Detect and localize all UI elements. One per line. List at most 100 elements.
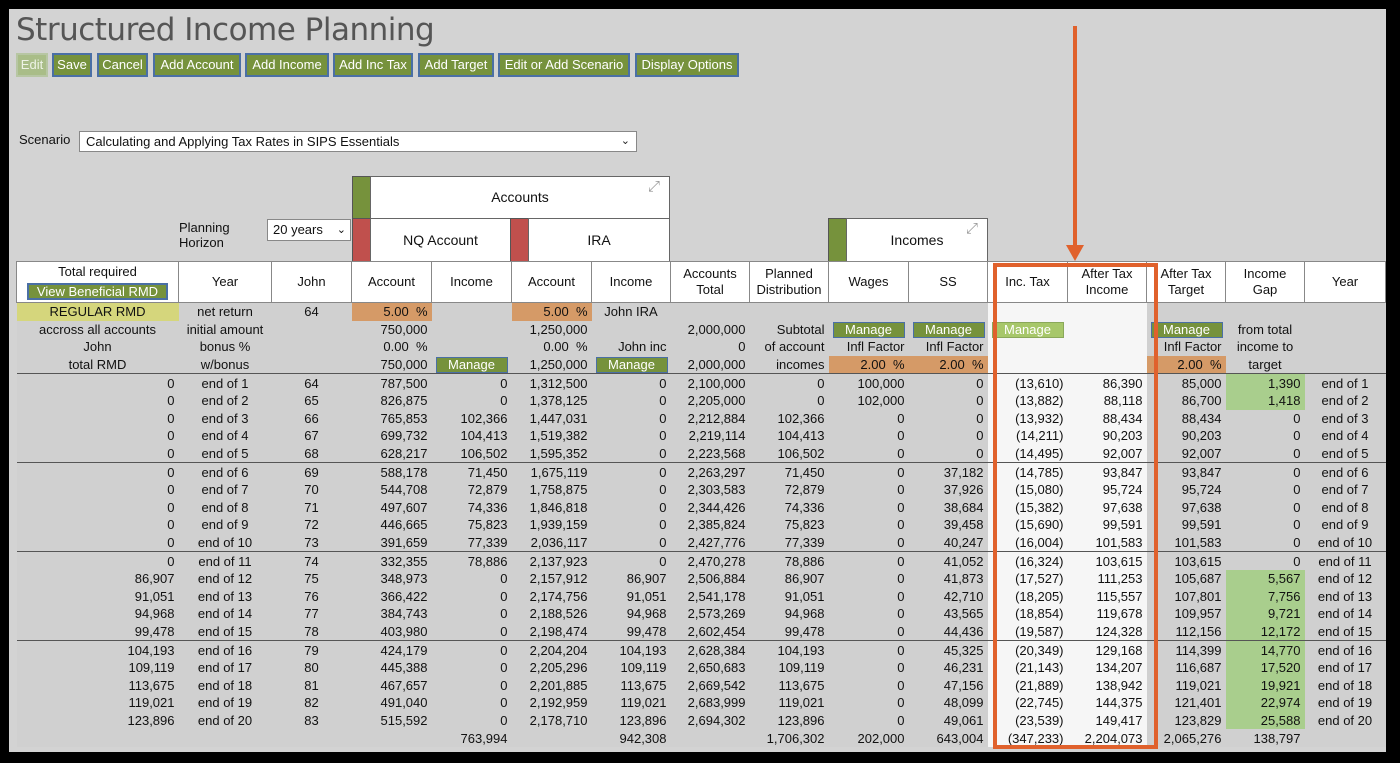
add-account-button[interactable]: Add Account — [153, 53, 241, 77]
cancel-button[interactable]: Cancel — [97, 53, 148, 77]
display-options-button[interactable]: Display Options — [635, 53, 739, 77]
add-target-button[interactable]: Add Target — [418, 53, 494, 77]
cell-planned-distribution: 74,336 — [749, 498, 829, 517]
cell-accounts-total: 2,683,999 — [670, 694, 750, 712]
cell-john-age: 64 — [271, 373, 352, 392]
cell-ira-income: 123,896 — [591, 711, 671, 730]
collapse-icon[interactable]: ⤢ — [648, 178, 661, 195]
cell-ira-account: 2,198,474 — [511, 622, 592, 641]
cell-after-tax-target: 97,638 — [1146, 498, 1226, 517]
cell-income-gap: 7,756 — [1225, 587, 1305, 606]
cell-ss: 44,436 — [908, 622, 988, 641]
target-infl-field[interactable]: 2.00 % — [1146, 355, 1226, 374]
cell-year-right: end of 15 — [1304, 622, 1386, 641]
cell-total-rmd: 0 — [16, 409, 179, 428]
col-header-ss: SS — [908, 261, 988, 303]
cell-income-gap: 19,921 — [1225, 676, 1305, 695]
table-row: 0 end of 5 68 628,217 106,502 1,595,352 0 2,223… — [16, 444, 1386, 463]
table-row: 0 end of 6 69 588,178 71,450 1,675,119 0 2,263,… — [16, 462, 1386, 481]
cell-inc-tax: (13,932) — [987, 409, 1068, 428]
edit-button[interactable]: Edit — [16, 53, 48, 77]
cell-after-tax-target: 99,591 — [1146, 516, 1226, 534]
incomes-group-label: Incomes — [890, 232, 944, 248]
collapse-icon[interactable]: ⤢ — [966, 220, 979, 237]
planning-horizon-label: Planning Horizon — [179, 220, 230, 250]
add-income-button[interactable]: Add Income — [245, 53, 329, 77]
cell-ss: 0 — [908, 373, 988, 392]
manage-target-button[interactable]: Manage — [1150, 321, 1223, 338]
cell-nq-account: 445,388 — [351, 658, 432, 677]
cell-inc-tax: (21,143) — [987, 658, 1068, 677]
cell-nq-income: 0 — [431, 391, 512, 410]
cell-year: end of 2 — [178, 391, 272, 410]
cell-income-gap: 0 — [1225, 444, 1305, 463]
cell-after-tax-target: 121,401 — [1146, 694, 1226, 712]
cell-ira-income: 0 — [591, 444, 671, 463]
manage-ss-button[interactable]: Manage — [912, 321, 985, 338]
cell-year-right: end of 7 — [1304, 480, 1386, 499]
cell-year-right: end of 10 — [1304, 533, 1386, 552]
cell-year: end of 10 — [178, 533, 272, 552]
edit-or-add-scenario-button[interactable]: Edit or Add Scenario — [498, 53, 630, 77]
cell-wages: 0 — [828, 711, 909, 730]
cell-wages: 100,000 — [828, 373, 909, 392]
cell-year: end of 3 — [178, 409, 272, 428]
table-row: 0 end of 3 66 765,853 102,366 1,447,031 0 2,212… — [16, 409, 1386, 428]
cell-nq-income: 0 — [431, 587, 512, 606]
cell-ira-account: 2,036,117 — [511, 533, 592, 552]
add-inc-tax-button[interactable]: Add Inc Tax — [333, 53, 413, 77]
cell-after-tax-income: 144,375 — [1067, 694, 1147, 712]
cell-planned-distribution: 109,119 — [749, 658, 829, 677]
cell-year: end of 16 — [178, 640, 272, 659]
table-row: 0 end of 10 73 391,659 77,339 2,036,117 0 2,427… — [16, 533, 1386, 552]
nq-account-color — [352, 218, 371, 262]
cell-after-tax-income: 134,207 — [1067, 658, 1147, 677]
cell-inc-tax: (23,539) — [987, 711, 1068, 730]
wages-infl-field[interactable]: 2.00 % — [828, 355, 909, 374]
cell-nq-account: 544,708 — [351, 480, 432, 499]
scenario-select[interactable]: Calculating and Applying Tax Rates in SI… — [79, 131, 637, 152]
col-header-year-right: Year — [1304, 261, 1386, 303]
cell-ss: 37,182 — [908, 462, 988, 481]
cell-year-right: end of 2 — [1304, 391, 1386, 410]
cell-john-age: 74 — [271, 551, 352, 570]
cell-accounts-total: 2,602,454 — [670, 622, 750, 641]
cell-year-right: end of 20 — [1304, 711, 1386, 730]
cell-ss: 40,247 — [908, 533, 988, 552]
cell-inc-tax: (22,745) — [987, 694, 1068, 712]
cell-nq-account: 366,422 — [351, 587, 432, 606]
cell-wages: 0 — [828, 480, 909, 499]
cell-income-gap: 0 — [1225, 498, 1305, 517]
manage-ira-income-button[interactable]: Manage — [595, 357, 668, 374]
nq-rate-field[interactable]: 5.00 % — [351, 302, 432, 321]
manage-inc-tax-button[interactable]: Manage — [991, 321, 1064, 338]
cell-nq-income: 77,339 — [431, 533, 512, 552]
cell-ira-account: 1,758,875 — [511, 480, 592, 499]
view-beneficial-rmd-button[interactable]: View Beneficial RMD — [26, 283, 169, 300]
manage-wages-button[interactable]: Manage — [832, 321, 905, 338]
cell-total-rmd: 123,896 — [16, 711, 179, 730]
cell-after-tax-target: 119,021 — [1146, 676, 1226, 695]
cell-wages: 0 — [828, 658, 909, 677]
col-header-after-tax-income: After Tax Income — [1067, 261, 1147, 303]
cell-after-tax-income: 129,168 — [1067, 640, 1147, 659]
ira-rate-field[interactable]: 5.00 % — [511, 302, 592, 321]
cell-income-gap: 22,974 — [1225, 694, 1305, 712]
cell-wages: 0 — [828, 694, 909, 712]
save-button[interactable]: Save — [52, 53, 92, 77]
col-header-after-tax-target: After Tax Target — [1146, 261, 1226, 303]
cell-ira-account: 2,201,885 — [511, 676, 592, 695]
cell-ira-income: 0 — [591, 427, 671, 445]
cell-year-right: end of 5 — [1304, 444, 1386, 463]
planning-horizon-select[interactable]: 20 years ⌄ — [267, 219, 351, 241]
income-grid: Total required View Beneficial RMD Year … — [16, 261, 1386, 747]
ss-infl-field[interactable]: 2.00 % — [908, 355, 988, 374]
cell-wages: 0 — [828, 444, 909, 463]
cell-year: end of 5 — [178, 444, 272, 463]
cell-year: end of 9 — [178, 516, 272, 534]
incomes-group-color — [828, 218, 847, 262]
cell-ira-income: 109,119 — [591, 658, 671, 677]
manage-nq-income-button[interactable]: Manage — [435, 357, 508, 374]
col-header-year: Year — [178, 261, 272, 303]
cell-wages: 0 — [828, 409, 909, 428]
